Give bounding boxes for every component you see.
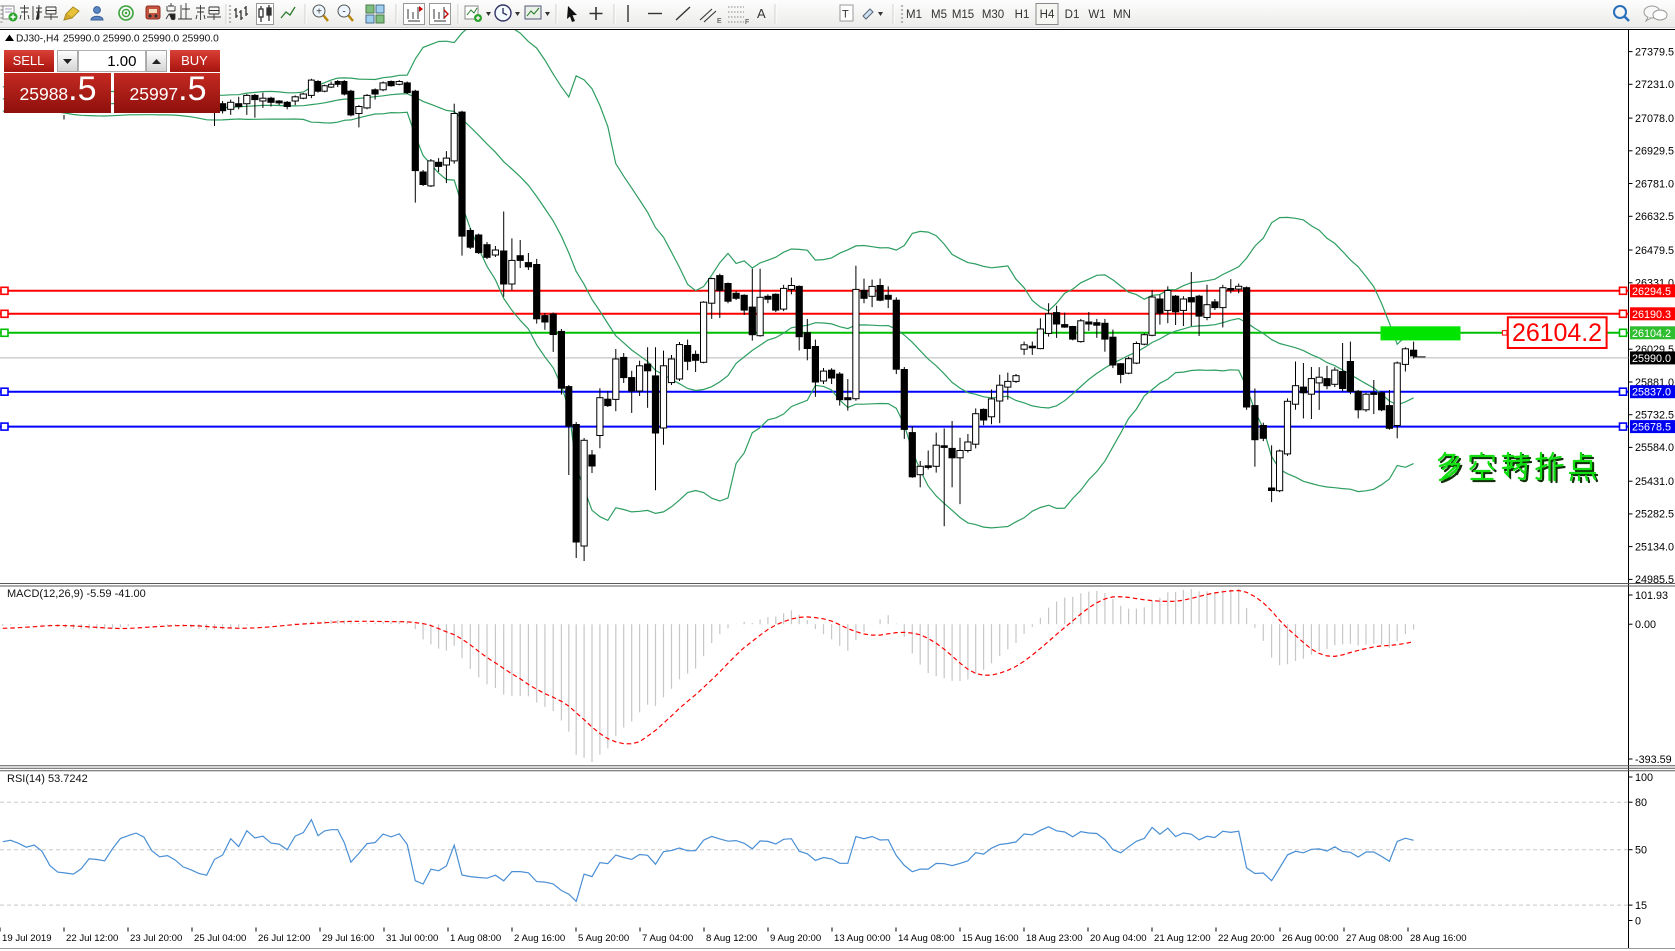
- svg-text:0: 0: [1635, 915, 1641, 927]
- svg-text:23 Jul 20:00: 23 Jul 20:00: [130, 933, 182, 944]
- svg-text:50: 50: [1635, 845, 1647, 857]
- svg-text:25990.0: 25990.0: [1632, 353, 1671, 365]
- svg-text:W1: W1: [1088, 9, 1105, 21]
- svg-text:27379.5: 27379.5: [1635, 46, 1674, 58]
- svg-text:26 Aug 00:00: 26 Aug 00:00: [1282, 933, 1339, 944]
- svg-text:27231.0: 27231.0: [1635, 79, 1674, 91]
- svg-text:19 Jul 2019: 19 Jul 2019: [2, 933, 52, 944]
- svg-text:1 Aug 08:00: 1 Aug 08:00: [450, 933, 501, 944]
- svg-text:25431.0: 25431.0: [1635, 476, 1674, 488]
- svg-text:MN: MN: [1113, 9, 1131, 21]
- svg-text:29 Jul 16:00: 29 Jul 16:00: [322, 933, 374, 944]
- svg-text:M5: M5: [931, 9, 947, 21]
- svg-text:26479.5: 26479.5: [1635, 245, 1674, 257]
- svg-text:101.93: 101.93: [1635, 590, 1668, 602]
- svg-text:22 Jul 12:00: 22 Jul 12:00: [66, 933, 118, 944]
- svg-text:5 Aug 20:00: 5 Aug 20:00: [578, 933, 629, 944]
- svg-text:80: 80: [1635, 797, 1647, 809]
- svg-text:24985.5: 24985.5: [1635, 574, 1674, 586]
- svg-text:25134.0: 25134.0: [1635, 541, 1674, 553]
- svg-text:27078.0: 27078.0: [1635, 113, 1674, 125]
- svg-text:7 Aug 04:00: 7 Aug 04:00: [642, 933, 693, 944]
- svg-text:E: E: [717, 18, 722, 25]
- svg-text:26104.2: 26104.2: [1512, 319, 1602, 347]
- svg-text:M30: M30: [982, 9, 1004, 21]
- svg-text:26 Jul 12:00: 26 Jul 12:00: [258, 933, 310, 944]
- svg-text:25678.5: 25678.5: [1632, 422, 1671, 434]
- svg-text:15 Aug 16:00: 15 Aug 16:00: [962, 933, 1019, 944]
- svg-text:13 Aug 00:00: 13 Aug 00:00: [834, 933, 891, 944]
- svg-text:M1: M1: [906, 9, 922, 21]
- svg-text:25732.5: 25732.5: [1635, 410, 1674, 422]
- svg-text:H4: H4: [1040, 9, 1055, 21]
- svg-text:27 Aug 08:00: 27 Aug 08:00: [1346, 933, 1403, 944]
- svg-text:25584.0: 25584.0: [1635, 442, 1674, 454]
- svg-text:22 Aug 20:00: 22 Aug 20:00: [1218, 933, 1275, 944]
- svg-text:RSI(14) 53.7242: RSI(14) 53.7242: [7, 773, 88, 785]
- svg-text:F: F: [745, 19, 749, 26]
- svg-text:28 Aug 16:00: 28 Aug 16:00: [1410, 933, 1467, 944]
- svg-text:26190.3: 26190.3: [1632, 309, 1671, 321]
- svg-text:31 Jul 00:00: 31 Jul 00:00: [386, 933, 438, 944]
- svg-text:25 Jul 04:00: 25 Jul 04:00: [194, 933, 246, 944]
- svg-text:-: -: [342, 7, 345, 18]
- svg-text:2 Aug 16:00: 2 Aug 16:00: [514, 933, 565, 944]
- svg-text:D1: D1: [1065, 9, 1080, 21]
- svg-text:-393.59: -393.59: [1635, 754, 1672, 766]
- svg-text:26781.0: 26781.0: [1635, 178, 1674, 190]
- svg-text:20 Aug 04:00: 20 Aug 04:00: [1090, 933, 1147, 944]
- svg-text:8 Aug 12:00: 8 Aug 12:00: [706, 933, 757, 944]
- svg-text:25282.5: 25282.5: [1635, 509, 1674, 521]
- svg-text:A: A: [757, 6, 766, 21]
- svg-text:+: +: [316, 7, 322, 18]
- svg-text:15: 15: [1635, 900, 1647, 912]
- svg-text:21 Aug 12:00: 21 Aug 12:00: [1154, 933, 1211, 944]
- svg-text:26929.5: 26929.5: [1635, 146, 1674, 158]
- svg-text:25990.0 25990.0 25990.0 25990.: 25990.0 25990.0 25990.0 25990.0: [63, 34, 219, 45]
- svg-text:M15: M15: [952, 9, 974, 21]
- svg-text:26294.5: 26294.5: [1632, 286, 1671, 298]
- svg-text:9 Aug 20:00: 9 Aug 20:00: [770, 933, 821, 944]
- svg-text:0.00: 0.00: [1635, 619, 1656, 631]
- svg-text:18 Aug 23:00: 18 Aug 23:00: [1026, 933, 1083, 944]
- svg-text:H1: H1: [1015, 9, 1030, 21]
- svg-text:26104.2: 26104.2: [1632, 328, 1671, 340]
- svg-text:100: 100: [1635, 772, 1653, 784]
- svg-text:T: T: [842, 9, 849, 21]
- svg-text:14 Aug 08:00: 14 Aug 08:00: [898, 933, 955, 944]
- svg-text:MACD(12,26,9) -5.59 -41.00: MACD(12,26,9) -5.59 -41.00: [7, 588, 146, 600]
- svg-text:26632.5: 26632.5: [1635, 211, 1674, 223]
- svg-text:DJ30-,H4: DJ30-,H4: [16, 34, 59, 45]
- svg-text:25837.0: 25837.0: [1632, 387, 1671, 399]
